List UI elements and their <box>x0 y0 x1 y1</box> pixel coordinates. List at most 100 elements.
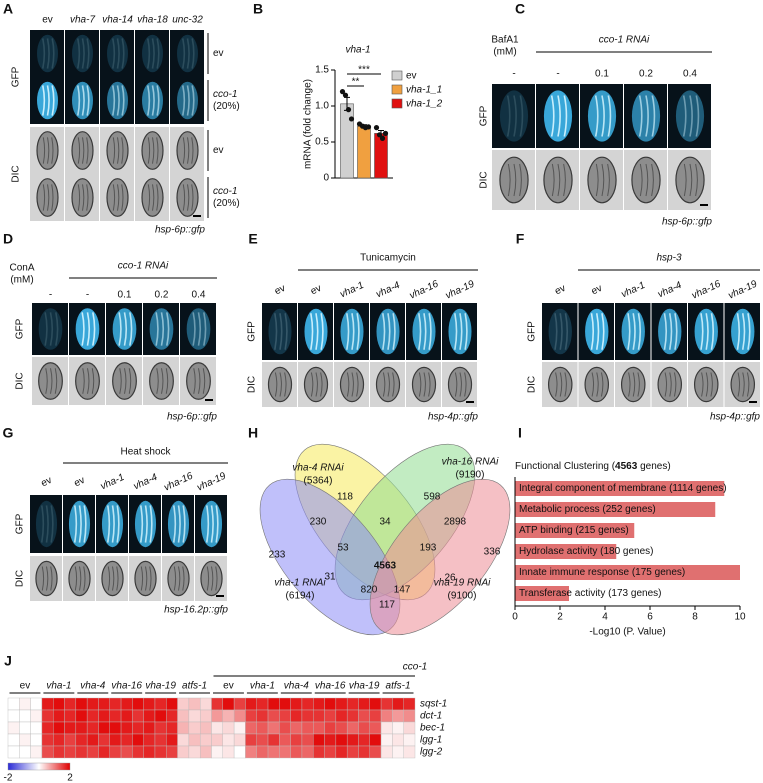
panel-label: F <box>516 231 525 247</box>
heatmap-cell <box>41 709 54 723</box>
worm-dic-line <box>51 184 54 211</box>
condition-label: ev <box>213 145 224 156</box>
worm-gfp-stripe <box>210 505 214 543</box>
worm-dic-line <box>563 163 566 197</box>
heatmap-cell <box>313 709 325 723</box>
row-label: DIC <box>527 376 538 393</box>
gfp-image <box>32 303 68 355</box>
worm-dic-line <box>651 163 654 197</box>
bar-label: Metabolic process (252 genes) <box>519 504 656 515</box>
row-label: DIC <box>15 372 26 389</box>
worm-gfp-stripe <box>387 313 391 350</box>
heatmap-cell <box>120 733 133 747</box>
scale-bar <box>466 401 474 403</box>
worm-dic-line <box>600 372 604 397</box>
worm-gfp-stripe <box>310 313 314 350</box>
heatmap-cell <box>177 733 190 747</box>
column-label: ev <box>42 15 53 26</box>
worm-dic-line <box>595 163 599 197</box>
worm-dic <box>543 156 573 204</box>
worm-dic-line <box>591 372 595 397</box>
heatmap-cell <box>143 721 156 735</box>
worm-gfp-stripe <box>284 313 288 350</box>
heatmap-cell <box>41 697 54 711</box>
worm-gfp-stripe <box>459 313 463 350</box>
worm-gfp-stripe <box>741 313 746 350</box>
heatmap-cell <box>211 709 224 723</box>
worm-dic-line <box>320 372 323 397</box>
worm-dic-line <box>513 163 517 197</box>
column-label: vha-16 <box>408 278 441 301</box>
heatmap-cell <box>53 745 65 759</box>
worm-dic-line <box>147 184 151 211</box>
worm-gfp-stripe <box>663 313 668 350</box>
worm-dic-line <box>198 368 201 394</box>
heatmap-cell <box>222 709 235 723</box>
heatmap-cell <box>256 733 269 747</box>
data-point <box>348 116 355 122</box>
worm-dic-line <box>112 137 116 164</box>
title-part: Functional Clustering ( <box>515 461 616 472</box>
heatmap-cell <box>166 745 178 759</box>
worm-dic-line <box>746 372 750 397</box>
heatmap-cell <box>392 745 404 759</box>
heatmap-cell <box>19 697 31 711</box>
worm-gfp-stripe <box>123 312 128 346</box>
heatmap-cell <box>403 721 416 735</box>
heatmap-cell <box>86 745 99 759</box>
heatmap-cell <box>120 745 133 759</box>
venn-set-total: (9190) <box>456 470 485 481</box>
title-part: 4563 <box>615 461 638 472</box>
heatmap-cell <box>75 709 88 723</box>
heatmap-cell <box>245 745 257 759</box>
worm-dic-line <box>193 368 196 394</box>
heatmap-cell <box>98 745 110 759</box>
worm-dic-line <box>152 137 155 164</box>
worm-dic-line <box>156 368 159 394</box>
column-group-header: hsp-3 <box>656 253 681 264</box>
heatmap-cell <box>222 721 235 735</box>
worm-gfp-stripe <box>627 313 631 350</box>
worm-dic-line <box>705 372 709 397</box>
column-label: - <box>556 69 559 80</box>
worm-dic-line <box>459 372 462 397</box>
worm-dic-line <box>206 566 210 591</box>
caption: hsp-4p::gfp <box>710 412 760 423</box>
worm-gfp-stripe <box>81 38 85 69</box>
worm-gfp-stripe <box>191 38 195 69</box>
worm-dic-line <box>351 372 354 397</box>
heatmap-cell <box>380 745 393 759</box>
gfp-image <box>542 303 578 360</box>
worm-dic-line <box>121 184 124 211</box>
gfp-image <box>180 303 216 355</box>
heatmap-cell <box>313 745 325 759</box>
column-label: ev <box>39 475 53 489</box>
venn-set-total: (9100) <box>448 591 477 602</box>
worm-gfp-stripe <box>172 505 177 543</box>
column-label: ev <box>223 681 234 692</box>
worm-gfp-stripe <box>519 95 524 137</box>
heatmap-cell <box>233 721 246 735</box>
worm-dic-line <box>202 368 206 394</box>
worm-dic-line <box>182 137 186 164</box>
worm-gfp <box>37 34 58 73</box>
venn-count: 118 <box>337 492 353 503</box>
scale-bar <box>216 595 224 597</box>
heatmap-cell <box>358 697 370 711</box>
worm-gfp-stripe <box>554 313 558 350</box>
bar <box>515 565 740 580</box>
worm-dic-line <box>632 372 636 397</box>
worm-dic-line <box>116 566 119 591</box>
heatmap-cell <box>41 721 54 735</box>
panel-label: B <box>253 1 263 17</box>
caption: hsp-6p::gfp <box>155 225 205 236</box>
row-label: bec-1 <box>420 723 445 734</box>
bar <box>357 125 371 179</box>
worm-dic-line <box>117 137 120 164</box>
worm-dic-line <box>82 184 85 211</box>
title-part: genes) <box>637 461 670 472</box>
row-label: DIC <box>479 171 490 188</box>
column-label: vha-1 <box>338 280 365 301</box>
heatmap-cell <box>380 733 393 747</box>
worm-dic-line <box>742 372 745 397</box>
